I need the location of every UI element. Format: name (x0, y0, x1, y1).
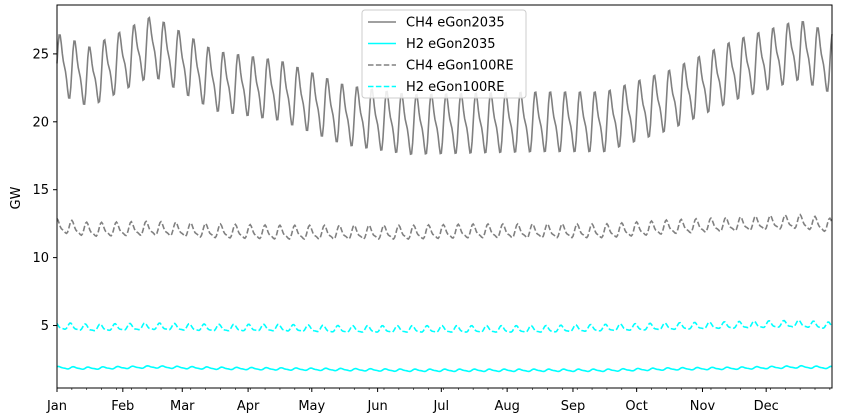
legend-label-4: H2 eGon100RE (406, 80, 505, 95)
x-tick-label: Mar (170, 399, 195, 414)
series-line-2 (56, 364, 833, 373)
x-tick-label: Jan (46, 399, 67, 414)
legend-label-3: CH4 eGon100RE (406, 59, 514, 74)
y-tick-label: 15 (32, 183, 49, 198)
legend-label-2: H2 eGon2035 (406, 37, 496, 52)
x-tick-label: Feb (111, 399, 134, 414)
legend: CH4 eGon2035 H2 eGon2035 CH4 eGon100RE H2 e… (361, 9, 527, 99)
x-tick-label: Sep (561, 399, 586, 414)
y-tick-label: 10 (32, 251, 49, 266)
x-tick-label: Dec (754, 399, 779, 414)
x-tick-label: Apr (237, 399, 260, 414)
series-line-4 (56, 319, 833, 333)
series-line-1 (56, 16, 833, 156)
x-tick-label: Aug (494, 399, 519, 414)
x-tick-label: Nov (690, 399, 716, 414)
x-tick-label: Oct (625, 399, 647, 414)
axes-layer: 5 10 15 20 25 Jan Feb Mar Apr May Jun Jul Aug Sep Oct N… (32, 4, 833, 414)
x-minor-ticks (56, 388, 831, 390)
y-axis-label: GW (9, 186, 24, 209)
y-tick-label: 5 (41, 319, 49, 334)
plot-frame (56, 4, 833, 389)
y-tick-label: 25 (32, 47, 49, 62)
series-line-3 (56, 213, 833, 240)
x-tick-label: Jul (432, 399, 449, 414)
x-tick-label: May (298, 399, 325, 414)
x-tick-label: Jun (366, 399, 387, 414)
legend-box (361, 9, 527, 99)
y-tick-label: 20 (32, 115, 49, 130)
series-layer (56, 16, 833, 373)
legend-label-1: CH4 eGon2035 (406, 16, 505, 31)
